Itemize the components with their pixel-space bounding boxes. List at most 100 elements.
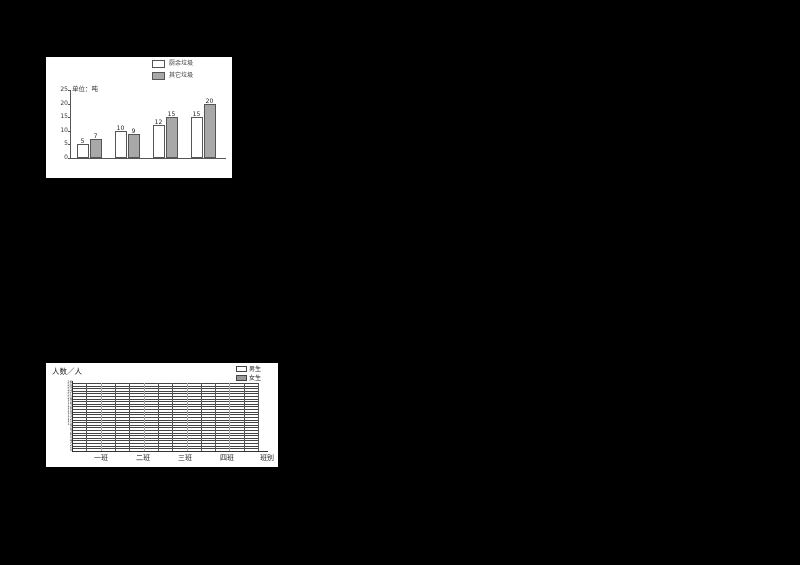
chart2-y-tick-label: 25 — [67, 382, 72, 387]
chart1-bar: 7 — [89, 133, 102, 158]
chart2-grid-area: 26 25 24 23 22 21 20 19 18 17 16 15 14 13 12 11 10 9 8 7 6 5 4… — [67, 380, 260, 452]
chart2-x-label: 四班 — [220, 454, 234, 462]
chart1-bar: 15 — [165, 111, 178, 158]
chart2-y-tick-label: 14 — [67, 411, 72, 416]
chart1-legend-label-1: 其它垃圾 — [169, 72, 194, 79]
chart2-y-tick-label: 7 — [69, 429, 72, 434]
chart1-bar-value: 9 — [131, 127, 136, 135]
chart2-grid-cols — [73, 383, 260, 451]
legend-swatch-white-icon — [152, 60, 165, 68]
chart2-grid-row — [73, 396, 259, 399]
chart2-grid-row — [73, 403, 259, 407]
chart2-legend-label-1: 女生 — [249, 374, 262, 382]
chart1-legend-item-0: 厨余垃圾 — [152, 59, 226, 69]
chart1-bar-value: 12 — [154, 119, 163, 127]
chart2-grid-column — [116, 383, 131, 451]
class-students-grid-panel: 人数／人 男生 女生 26 25 24 23 22 21 20 19 18 17 16 15 14 13 1… — [46, 363, 278, 467]
chart2-grid-row — [73, 419, 259, 423]
legend-swatch-white-icon — [236, 366, 247, 372]
chart1-bar-group: 109二月 — [108, 90, 146, 158]
chart1-y-tick-label: 25 — [60, 86, 68, 93]
chart2-y-tick-label: 20 — [67, 395, 72, 400]
chart2-y-tick-label: 3 — [69, 440, 72, 445]
chart2-grid-column — [173, 383, 188, 451]
chart1-plot-area: 57一月109二月1215三月1520四月 — [70, 90, 222, 158]
chart1-bar-group: 57一月 — [70, 90, 108, 158]
chart1-y-tick-mark — [68, 130, 71, 132]
chart2-y-tick-label: 4 — [69, 437, 72, 442]
chart2-y-tick-label: 2 — [69, 442, 72, 447]
chart2-grid-row — [73, 432, 259, 436]
chart2-legend: 男生 女生 — [236, 365, 276, 383]
chart2-grid-row — [73, 427, 259, 430]
chart2-y-tick-label: 12 — [67, 416, 72, 421]
chart2-grid-row — [73, 406, 259, 409]
chart2-y-tick-label: 13 — [67, 414, 72, 418]
chart1-bar: 15 — [190, 111, 203, 158]
chart1-bar-group: 1215三月 — [146, 90, 184, 158]
chart2-grid-column — [159, 383, 174, 451]
chart2-grid-row — [73, 424, 259, 428]
chart1-y-tick-mark — [68, 90, 71, 91]
chart1-bar-value: 15 — [192, 111, 201, 119]
chart2-y-tick-label: 19 — [67, 398, 72, 403]
chart2-grid-rows — [73, 383, 259, 451]
chart1-y-tick-label: 5 — [64, 140, 68, 148]
chart2-y-tick-label: 23 — [67, 387, 72, 392]
chart2-y-tick-label: 6 — [69, 432, 72, 437]
chart2-grid-column — [202, 383, 217, 451]
chart1-y-tick-label: 10 — [60, 126, 68, 134]
chart1-bars: 12 15 — [146, 90, 184, 158]
chart1-bar: 5 — [76, 138, 89, 158]
chart2-grid-column — [230, 383, 245, 451]
chart2-y-tick-label: 5 — [69, 434, 72, 439]
chart1-y-axis — [70, 90, 71, 159]
chart1-bar-value: 7 — [93, 132, 98, 140]
chart2-grid-row — [73, 398, 259, 402]
chart2-grid-row — [73, 388, 259, 391]
chart2-grid-column — [145, 383, 159, 451]
chart1-y-ticks: 0 5 10 15 20 25 — [60, 87, 222, 161]
chart2-grid-row — [73, 429, 259, 433]
chart1-y-tick-label: 20 — [60, 99, 68, 107]
chart2-y-tick-label: 24 — [67, 385, 72, 390]
chart2-y-tick-label: 0 — [69, 448, 72, 452]
chart2-y-tick-label: 17 — [67, 403, 72, 408]
chart2-grid-column — [216, 383, 231, 451]
chart1-y-tick-label: 0 — [64, 154, 68, 161]
chart2-grid-column — [102, 383, 116, 451]
chart2-grid-column — [87, 383, 102, 451]
chart2-grid-row — [73, 393, 259, 396]
chart1-y-tick-label: 15 — [60, 113, 68, 121]
chart2-grid-column — [188, 383, 202, 451]
chart1-legend-label-0: 厨余垃圾 — [169, 60, 194, 67]
chart2-grid-row — [73, 422, 259, 425]
chart1-y-tick-mark — [68, 117, 71, 119]
chart2-y-tick-label: 18 — [67, 400, 72, 405]
chart2-grid-row — [73, 401, 259, 404]
chart2-y-tick-label: 21 — [67, 393, 72, 398]
chart1-y-tick-mark — [68, 158, 71, 159]
chart2-grid-row — [73, 448, 259, 451]
chart2-grid-column — [245, 383, 260, 451]
chart1-bar: 12 — [152, 119, 165, 158]
chart2-y-tick-label: 11 — [67, 419, 72, 424]
chart2-grid-row — [73, 445, 259, 449]
chart1-bar: 20 — [203, 98, 216, 158]
chart2-y-tick-label: 15 — [67, 408, 72, 413]
chart2-grid-column — [73, 383, 88, 451]
chart1-bar: 9 — [127, 128, 140, 158]
chart2-y-tick-label: 16 — [67, 406, 72, 411]
chart2-y-tick-label: 26 — [67, 380, 72, 384]
chart2-y-tick-label: 22 — [67, 390, 72, 395]
chart1-bar-value: 15 — [167, 111, 176, 119]
chart2-grid-row — [73, 383, 259, 386]
chart2-grid-row — [73, 411, 259, 415]
chart1-bar-group: 1520四月 — [184, 90, 222, 158]
chart1-unit-label: 单位：吨 — [72, 85, 98, 93]
chart2-x-label: 二班 — [136, 454, 150, 462]
chart2-y-tick-label: 10 — [67, 421, 72, 426]
chart2-grid-row — [73, 390, 259, 394]
chart2-legend-item-1: 女生 — [236, 374, 276, 382]
